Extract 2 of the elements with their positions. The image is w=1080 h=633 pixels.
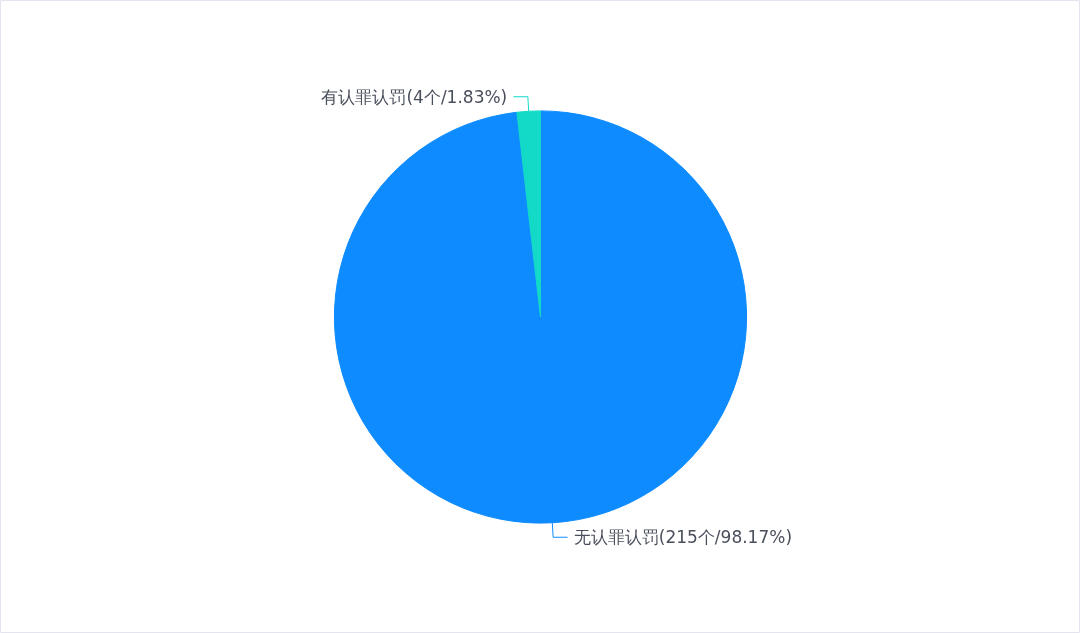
slice-label: 无认罪认罚(215个/98.17%) [573,527,793,548]
slice-label: 有认罪认罚(4个/1.83%) [321,86,508,107]
